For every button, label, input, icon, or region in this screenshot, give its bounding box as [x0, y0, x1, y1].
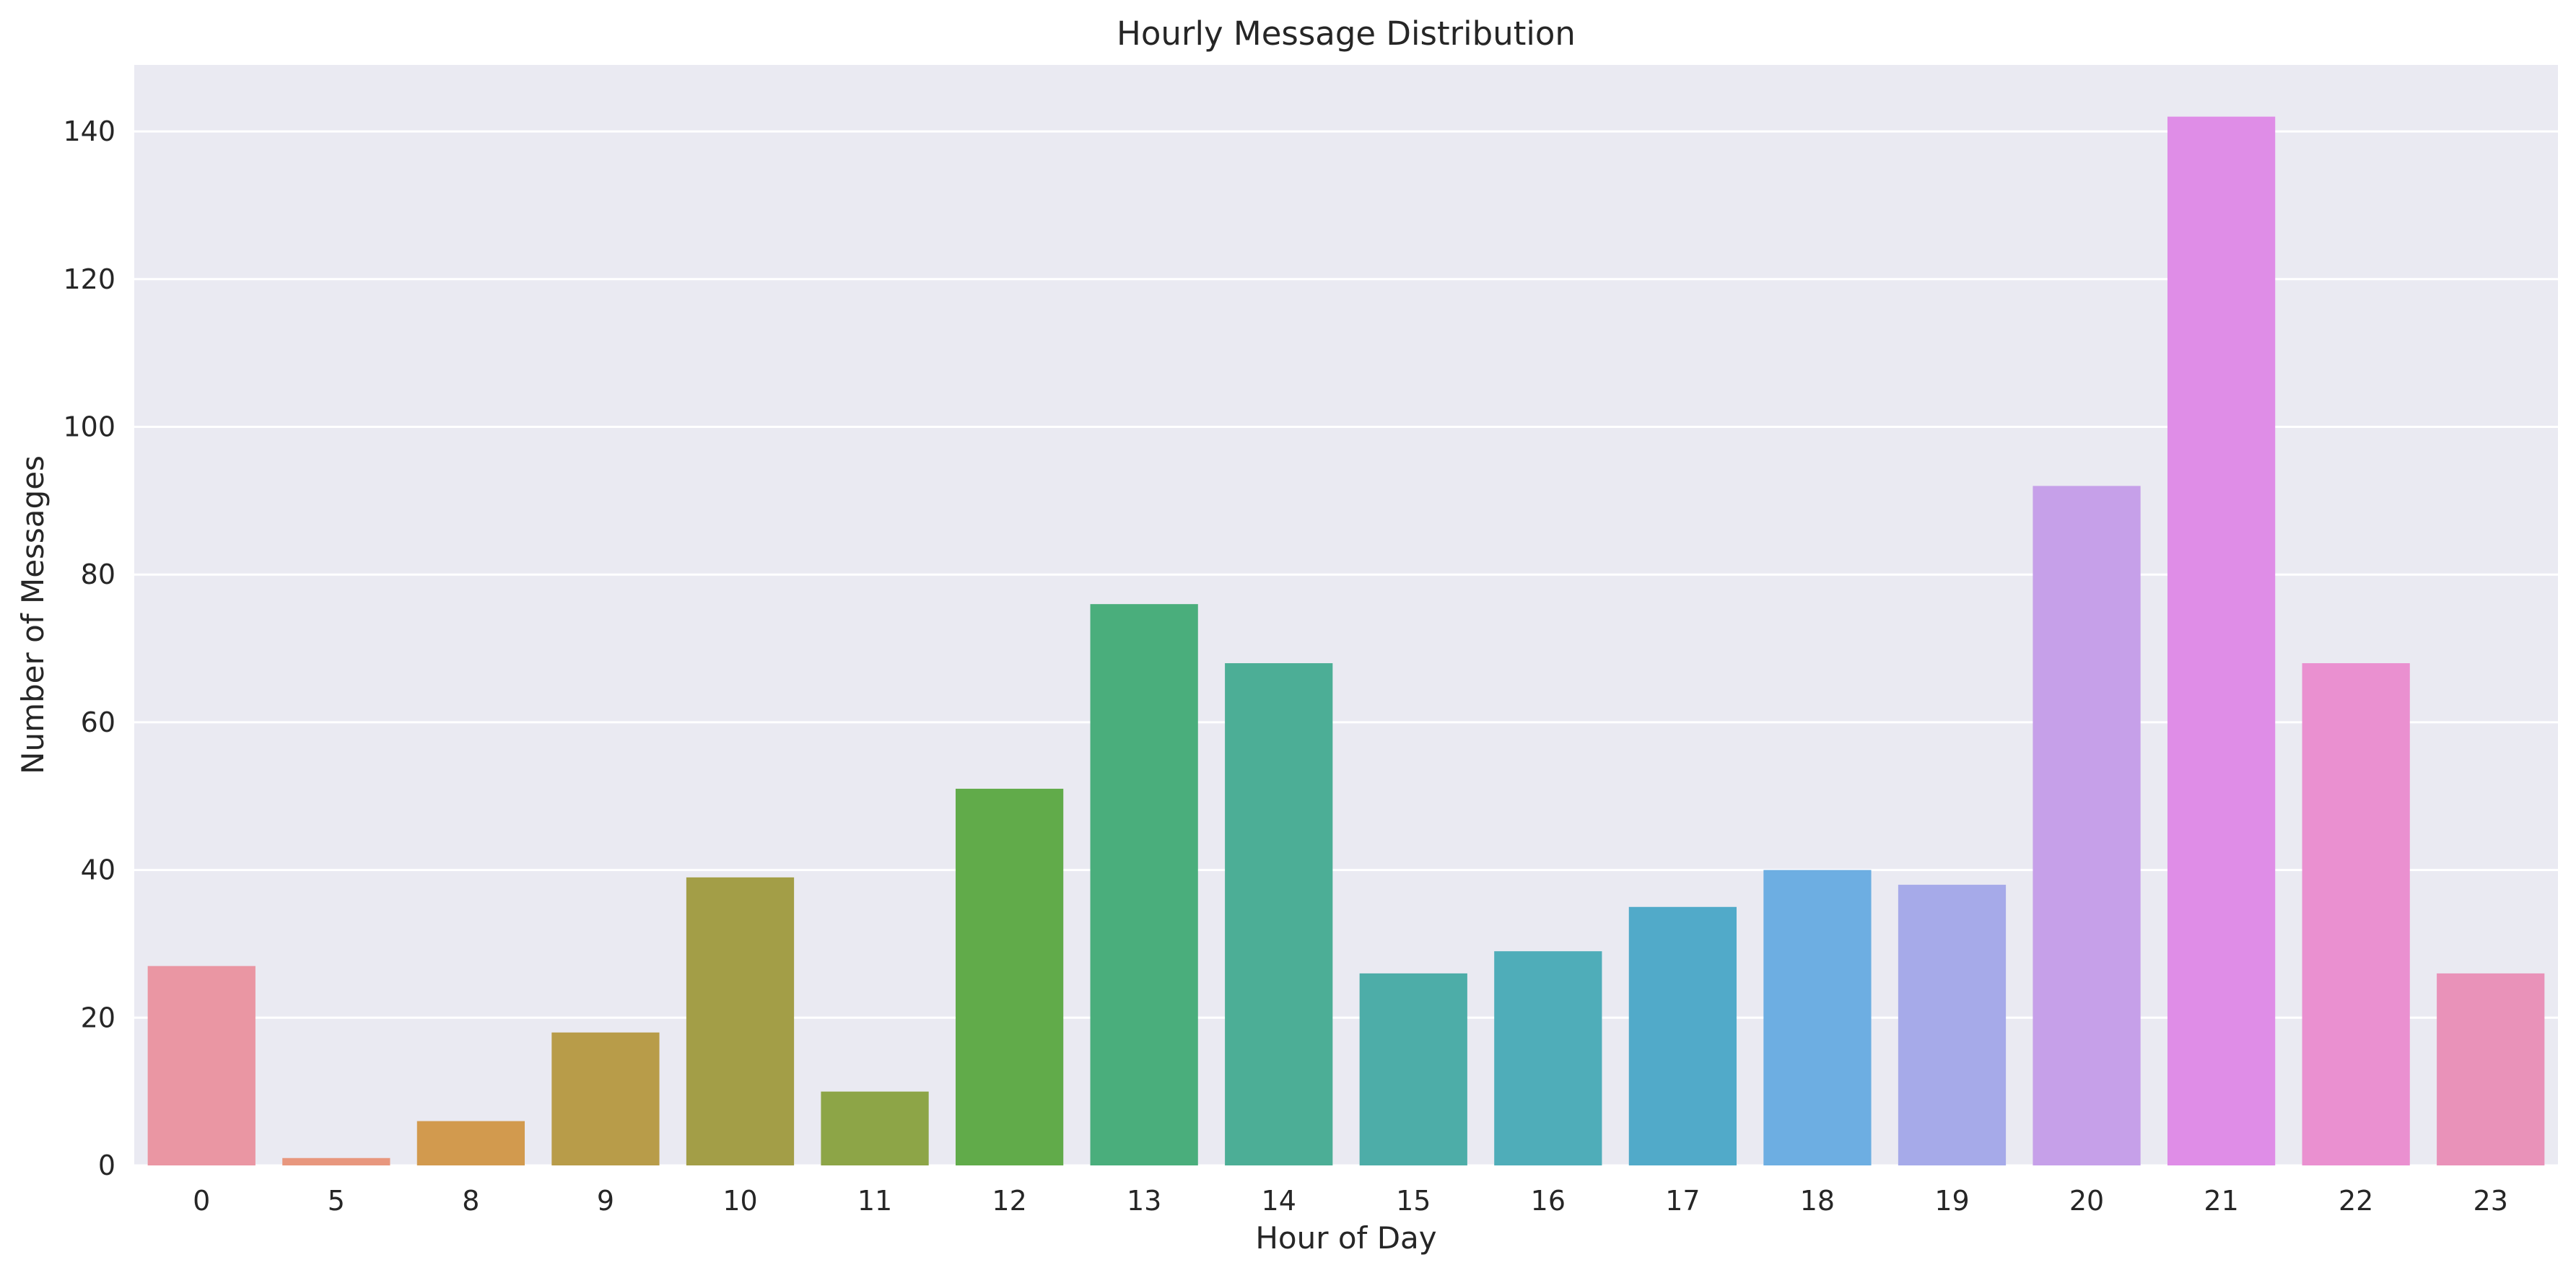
x-tick-label: 21: [2204, 1185, 2238, 1217]
y-axis-label: Number of Messages: [15, 455, 51, 774]
x-tick-label: 8: [462, 1185, 479, 1217]
bar-hour-10: [686, 877, 795, 1165]
y-tick-label: 0: [98, 1150, 115, 1181]
x-axis-ticks: 0 5 8 9 10 11 12 13 14 15 16 17 18 19 20 21 22 23: [193, 1185, 2508, 1217]
y-tick-label: 60: [81, 706, 115, 738]
y-tick-label: 80: [81, 559, 115, 590]
x-tick-label: 0: [193, 1185, 210, 1217]
x-tick-label: 18: [1800, 1185, 1835, 1217]
bar-hour-13: [1090, 604, 1198, 1165]
chart-title: Hourly Message Distribution: [1117, 14, 1576, 53]
bar-hour-15: [1359, 973, 1467, 1165]
x-tick-label: 19: [1934, 1185, 1969, 1217]
y-tick-label: 140: [63, 115, 115, 147]
x-tick-label: 13: [1127, 1185, 1161, 1217]
bar-hour-9: [551, 1032, 660, 1165]
bar-hour-23: [2437, 973, 2545, 1165]
x-axis-label: Hour of Day: [1255, 1220, 1436, 1256]
y-axis-ticks: 0 20 40 60 80 100 120 140: [63, 115, 115, 1181]
bar-hour-12: [955, 789, 1064, 1165]
x-tick-label: 14: [1262, 1185, 1296, 1217]
x-tick-label: 15: [1396, 1185, 1431, 1217]
y-tick-label: 100: [63, 411, 115, 443]
x-tick-label: 20: [2069, 1185, 2104, 1217]
x-tick-label: 9: [597, 1185, 614, 1217]
y-tick-label: 20: [81, 1002, 115, 1033]
x-tick-label: 16: [1531, 1185, 1566, 1217]
x-tick-label: 5: [328, 1185, 345, 1217]
bar-hour-17: [1628, 906, 1737, 1165]
bar-hour-16: [1494, 951, 1602, 1165]
y-tick-label: 40: [81, 854, 115, 886]
x-tick-label: 12: [992, 1185, 1026, 1217]
bar-hour-18: [1763, 870, 1872, 1165]
gridlines: [134, 130, 2558, 1167]
x-tick-label: 23: [2474, 1185, 2508, 1217]
bar-hour-22: [2302, 663, 2410, 1165]
x-tick-label: 10: [722, 1185, 757, 1217]
x-tick-label: 11: [857, 1185, 892, 1217]
bar-hour-20: [2033, 486, 2141, 1165]
x-tick-label: 17: [1665, 1185, 1700, 1217]
plot-background: [134, 65, 2558, 1165]
y-tick-label: 120: [63, 263, 115, 295]
bar-hour-0: [147, 966, 256, 1165]
bar-hour-11: [821, 1091, 929, 1165]
bars: [147, 116, 2545, 1166]
bar-hour-21: [2167, 116, 2276, 1166]
bar-hour-8: [416, 1121, 525, 1165]
bar-hour-5: [282, 1157, 390, 1165]
bar-hour-19: [1898, 885, 2007, 1165]
bar-hour-14: [1225, 663, 1333, 1165]
x-tick-label: 22: [2339, 1185, 2373, 1217]
